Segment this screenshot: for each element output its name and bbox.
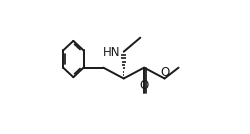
Text: O: O <box>160 66 169 79</box>
Text: O: O <box>140 79 149 92</box>
Text: HN: HN <box>103 46 120 59</box>
